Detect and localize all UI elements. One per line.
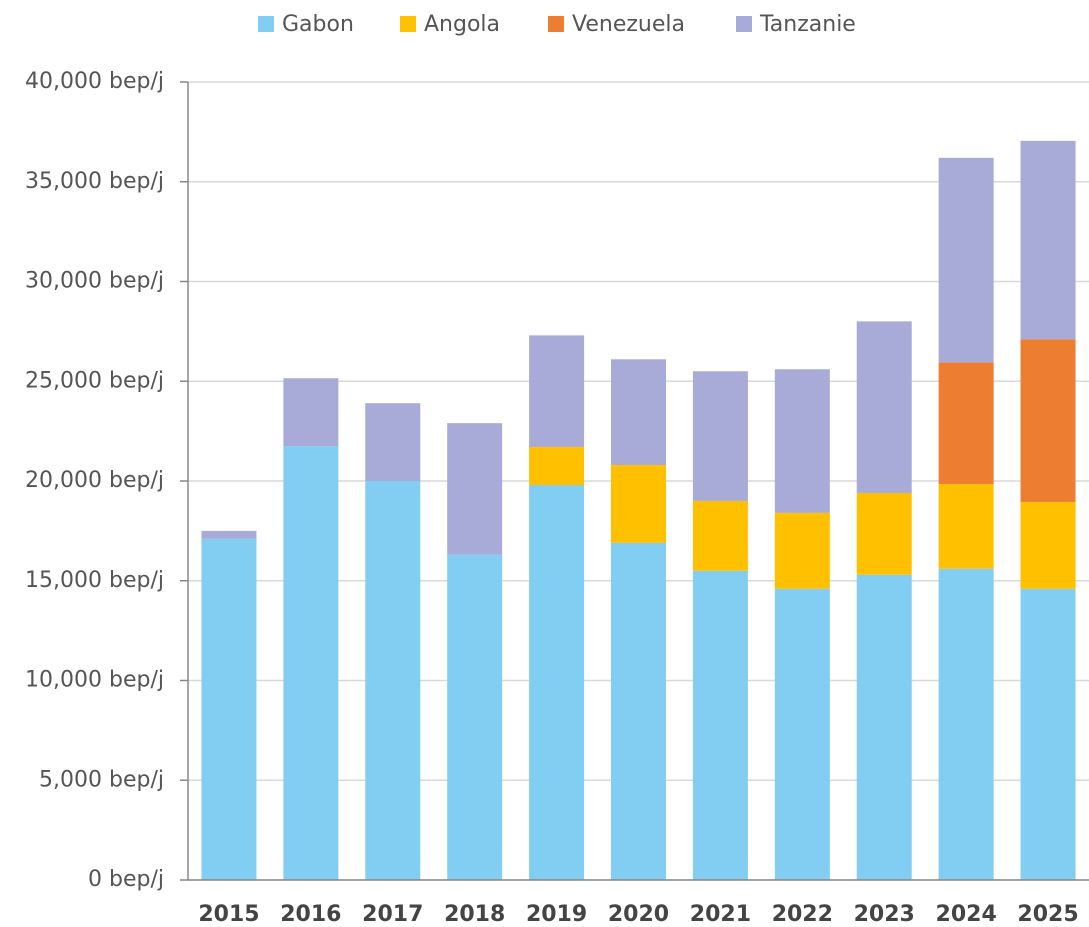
legend-swatch [548,16,564,32]
legend-label: Tanzanie [759,12,856,37]
bar-segment [938,568,994,880]
bar-segment [529,335,585,448]
bar-segment [692,500,748,571]
bar-segment [1020,140,1076,340]
bar-segment [774,369,830,513]
y-tick-label: 40,000 bep/j [25,69,164,94]
bar-segment [529,447,585,485]
legend-label: Venezuela [572,12,685,37]
bar-segment [365,481,421,880]
y-tick-label: 35,000 bep/j [25,169,164,194]
x-tick-label: 2019 [526,902,587,927]
y-tick-label: 5,000 bep/j [39,767,164,792]
legend-swatch [736,16,752,32]
bar-segment [938,483,994,569]
bar-segment [611,359,666,466]
bar-segment [938,157,994,363]
bar-segment [283,446,339,880]
bar-segment [1020,339,1076,502]
bar-segment [1020,588,1076,880]
x-tick-label: 2021 [690,902,751,927]
bar-segment [856,574,912,880]
y-tick-label: 0 bep/j [88,867,164,892]
bar-segment [938,362,994,484]
legend-swatch [400,16,416,32]
bar-segment [1020,501,1076,589]
x-tick-label: 2022 [772,902,833,927]
bar-segment [856,321,912,493]
bar-segment [529,484,585,880]
y-tick-label: 30,000 bep/j [25,269,164,294]
bar-segment [611,465,666,543]
y-tick-label: 25,000 bep/j [25,368,164,393]
bar-segment [692,371,748,501]
legend-label: Gabon [282,12,354,37]
bar-segment [692,570,748,880]
bar-segment [365,403,421,481]
x-tick-label: 2016 [280,902,341,927]
x-tick-label: 2025 [1017,902,1078,927]
bar-segment [283,378,339,447]
bar-segment [611,542,666,880]
y-tick-label: 10,000 bep/j [25,668,164,693]
x-tick-label: 2023 [854,902,915,927]
bar-segment [447,423,503,555]
bar-segment [447,554,503,880]
x-tick-label: 2017 [362,902,423,927]
x-tick-label: 2018 [444,902,505,927]
x-tick-label: 2024 [936,902,997,927]
y-tick-label: 20,000 bep/j [25,468,164,493]
legend-swatch [258,16,274,32]
bar-segment [856,492,912,575]
y-tick-label: 15,000 bep/j [25,568,164,593]
bar-segment [774,512,830,589]
bar-segment [201,530,257,539]
legend-label: Angola [424,12,500,37]
x-tick-label: 2015 [198,902,259,927]
bar-segment [201,538,257,880]
bar-segment [774,588,830,880]
x-tick-label: 2020 [608,902,669,927]
